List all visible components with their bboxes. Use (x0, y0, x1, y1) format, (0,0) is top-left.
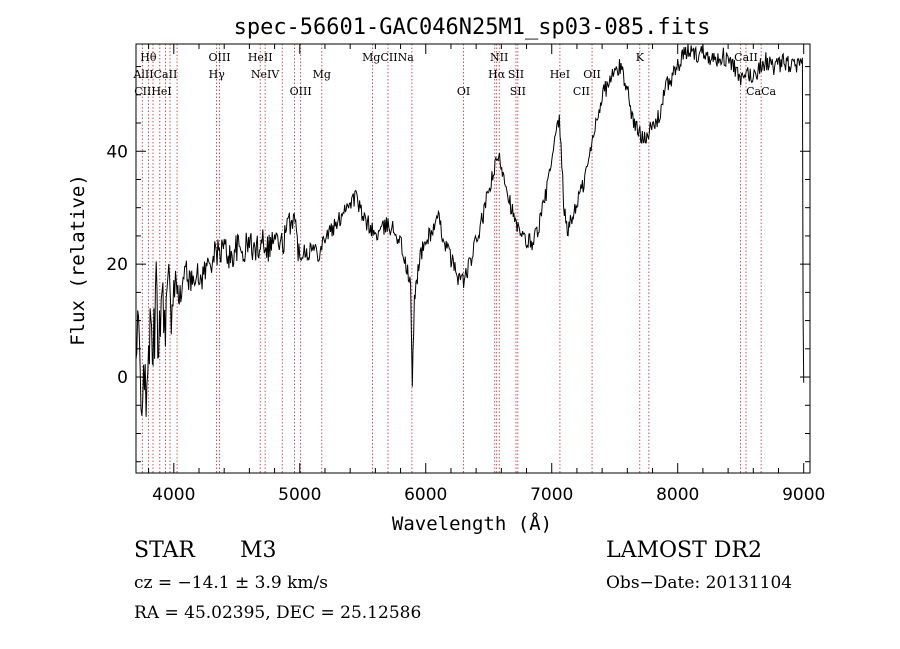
x-tick-label: 5000 (278, 485, 321, 505)
x-tick-label: 6000 (404, 485, 447, 505)
spectrum-line (135, 43, 805, 417)
line-label: Hα (488, 68, 506, 81)
line-label: SII (508, 68, 524, 81)
line-label: NeIV (251, 68, 280, 81)
object-subclass: M3 (240, 538, 277, 563)
line-label: Hθ (140, 51, 157, 64)
line-label: CaCa (746, 85, 776, 98)
line-label: OIII (208, 51, 230, 64)
observation-date: Obs−Date: 20131104 (606, 573, 793, 593)
coordinates-text: RA = 45.02395, DEC = 25.12586 (134, 603, 422, 623)
line-label: AlII (132, 68, 153, 81)
line-label: SII (510, 85, 526, 98)
line-label: CaII (734, 51, 758, 64)
line-label: OIII (290, 85, 312, 98)
line-label: HeI (550, 68, 570, 81)
survey-name: LAMOST DR2 (606, 538, 762, 563)
x-tick-label: 7000 (530, 485, 573, 505)
line-label: MgCIINa (362, 51, 414, 64)
x-tick-label: 8000 (656, 485, 699, 505)
line-label: NII (490, 51, 508, 64)
chart-title: spec-56601-GAC046N25M1_sp03-085.fits (234, 15, 711, 40)
y-axis-label: Flux (relative) (67, 174, 89, 346)
object-class: STAR (134, 538, 195, 563)
y-tick-label: 20 (106, 255, 128, 275)
line-label: Hγ (209, 68, 226, 81)
redshift-text: cz = −14.1 ± 3.9 km/s (134, 573, 328, 593)
line-label: K (636, 51, 645, 64)
line-label: OII (583, 68, 601, 81)
y-axis-ticks: 0 20 40 (106, 66, 810, 463)
line-label: HeII (248, 51, 273, 64)
line-label: CaII (154, 68, 178, 81)
plot-frame (135, 43, 811, 474)
x-tick-label: 9000 (782, 485, 825, 505)
line-label: CIIHeI (134, 85, 172, 98)
line-label: CII (573, 85, 590, 98)
line-label: OI (457, 85, 470, 98)
x-tick-label: 4000 (152, 485, 195, 505)
y-tick-label: 0 (117, 368, 128, 388)
line-label: Mg (313, 68, 331, 81)
x-axis-ticks: 4000 5000 6000 7000 8000 9000 (148, 44, 825, 505)
x-axis-label: Wavelength (Å) (392, 512, 552, 535)
y-tick-label: 40 (106, 142, 128, 162)
